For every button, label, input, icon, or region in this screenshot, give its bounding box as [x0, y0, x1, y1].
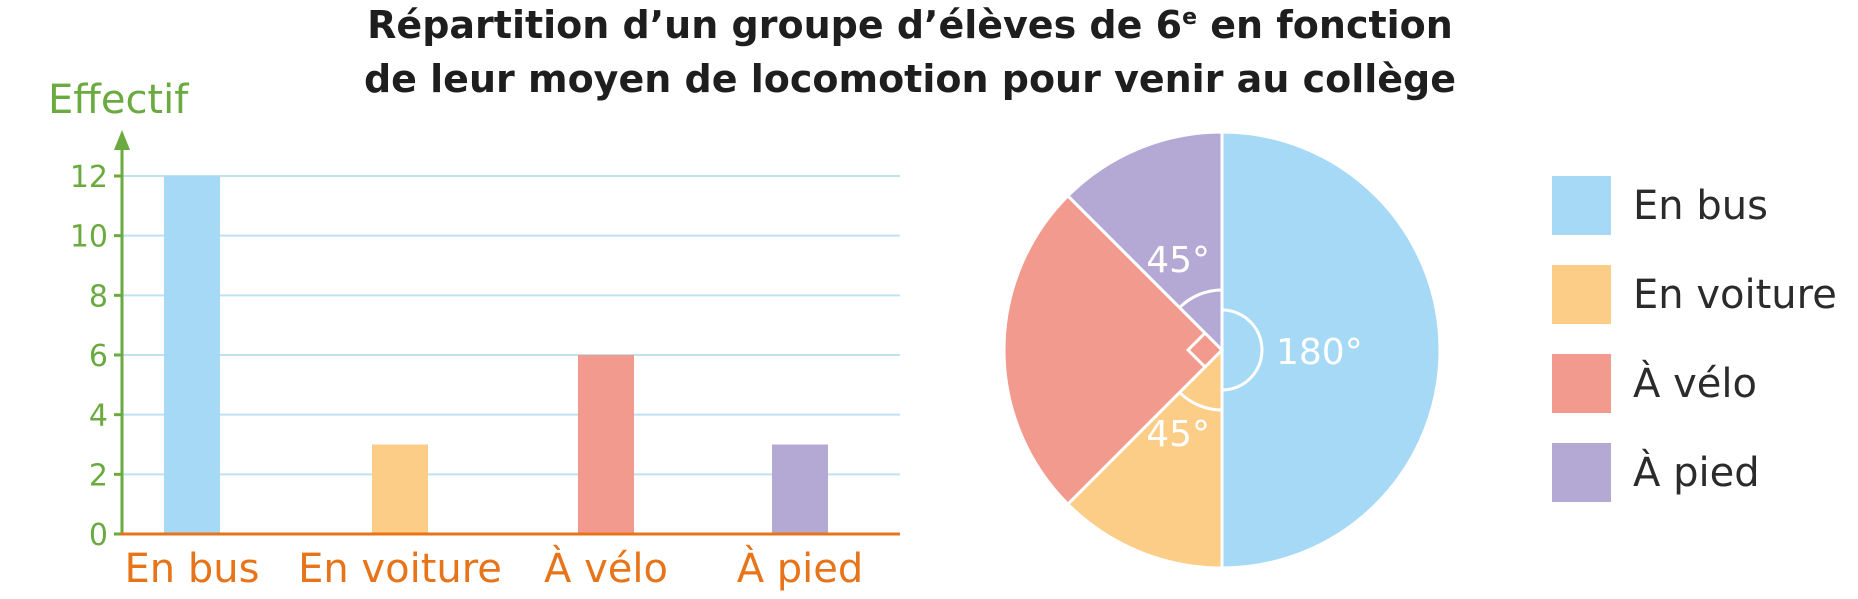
legend-swatch [1552, 443, 1611, 502]
right-angle-marker [1185, 331, 1207, 369]
legend-swatch [1552, 176, 1611, 235]
pie-angle-annotations: 180° 45° 45° [1146, 240, 1363, 455]
y-tick-label: 6 [89, 339, 108, 374]
bar-2 [372, 444, 428, 534]
pie-chart: 180° 45° 45° [1002, 130, 1442, 570]
angle-label: 45° [1146, 414, 1210, 455]
y-tick-label: 0 [89, 518, 108, 553]
y-tick-label: 2 [89, 458, 108, 493]
x-tick-label: À pied [737, 544, 864, 592]
y-tick-label: 4 [89, 399, 108, 434]
pie-slice-1 [1220, 130, 1442, 570]
legend-label: En bus [1633, 183, 1768, 229]
bar-marks [164, 176, 828, 534]
y-tick-label: 12 [70, 160, 108, 195]
legend: En bus En voiture À vélo À pied [1552, 176, 1837, 502]
legend-label: En voiture [1633, 272, 1837, 318]
angle-arc [1178, 391, 1223, 412]
angle-label: 180° [1276, 332, 1363, 373]
y-tick-labels: 0 2 4 6 8 10 12 [70, 160, 122, 553]
pie-slice-4 [1065, 130, 1224, 354]
pie-slice-2 [1065, 346, 1224, 570]
bar-1 [164, 176, 220, 534]
chart-title-line-2: de leur moyen de locomotion pour venir a… [364, 57, 1456, 101]
x-tick-labels: En bus En voiture À vélo À pied [125, 544, 864, 592]
angle-label: 45° [1146, 240, 1210, 281]
pie-slice-3 [1002, 193, 1225, 507]
legend-swatch [1552, 265, 1611, 324]
bar-gridlines [122, 175, 900, 476]
y-tick-label: 10 [70, 220, 108, 255]
legend-label: À pied [1633, 448, 1760, 496]
pie-slices [1002, 130, 1442, 570]
x-tick-label: À vélo [544, 544, 668, 592]
bar-chart: Effectif 0 2 4 6 8 10 12 En bus En voiture À vél… [48, 77, 900, 592]
y-axis-arrow [114, 130, 130, 150]
y-axis-label: Effectif [48, 77, 189, 123]
bar-4 [772, 444, 828, 534]
angle-arc [1178, 288, 1223, 309]
chart-title-line-1: Répartition d’un groupe d’élèves de 6e e… [367, 3, 1453, 47]
x-tick-label: En bus [125, 546, 260, 592]
bar-3 [578, 355, 634, 534]
y-tick-label: 8 [89, 279, 108, 314]
x-tick-label: En voiture [298, 546, 502, 592]
legend-label: À vélo [1633, 359, 1757, 407]
legend-swatch [1552, 354, 1611, 413]
angle-arc [1221, 308, 1264, 392]
